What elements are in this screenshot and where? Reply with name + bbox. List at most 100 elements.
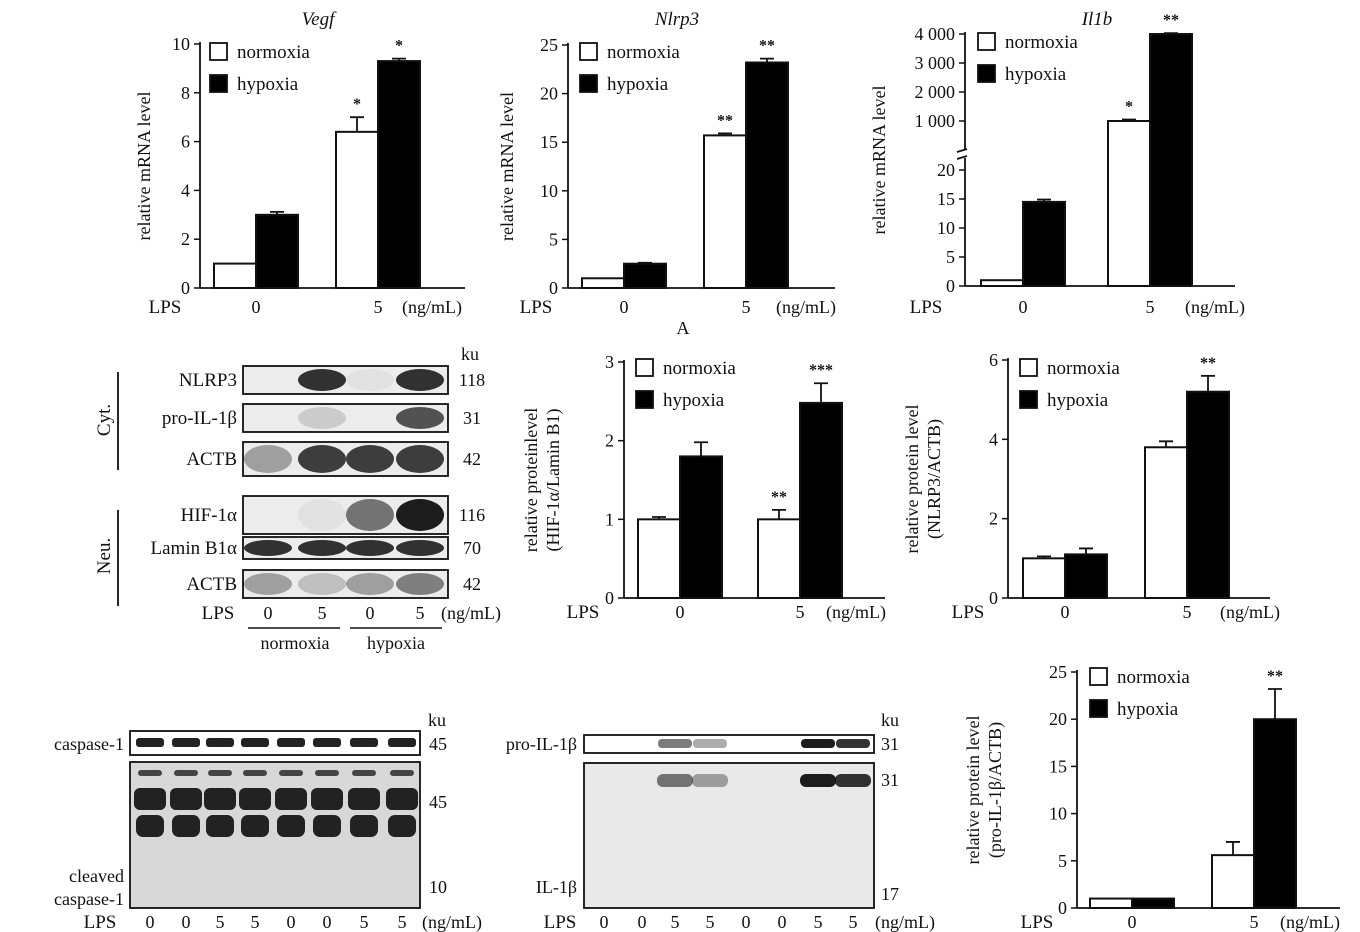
blot-mid-band	[298, 499, 346, 531]
il1bp-ytick-label: 5	[1058, 851, 1067, 871]
blot-bl-band-mid	[136, 815, 164, 837]
il1b-xtick-label: 5	[1146, 297, 1155, 317]
blot-bc-lps-value: 5	[706, 912, 715, 932]
blot-bl-top-ku: 45	[429, 734, 447, 754]
vegf-xtick-label: 5	[374, 297, 383, 317]
blot-mid-band	[346, 499, 394, 531]
blot-bl-band-faint	[352, 770, 376, 776]
il1bp-legend-swatch-normoxia	[1089, 667, 1108, 686]
vegf-errorbar	[350, 116, 364, 132]
nlrp3-ytick-label: 15	[540, 132, 558, 152]
blot-bc-top-label: pro-IL-1β	[506, 734, 577, 754]
blot-bc-lps-value: 5	[814, 912, 823, 932]
nlrp3p-legend-label-hypoxia: hypoxia	[1047, 390, 1109, 411]
il1bp-bar-hypoxia-5	[1253, 718, 1297, 910]
blot-mid-row-ku: 31	[463, 408, 481, 428]
vegf-bar-hypoxia-5	[377, 60, 421, 289]
blot-bl-top-band	[172, 738, 200, 747]
blot-bl-lps-value: 0	[323, 912, 332, 932]
il1bp-ylabel-1: (pro-IL-1β/ACTB)	[985, 722, 1006, 858]
il1b-legend-label-hypoxia: hypoxia	[1005, 64, 1067, 85]
vegf-legend-swatch-hypoxia	[209, 74, 228, 93]
vegf-lps-label: LPS	[149, 297, 182, 318]
blot-mid-band	[396, 369, 444, 391]
blot-bl-ku: ku	[428, 710, 446, 730]
blot-bc-lps-label: LPS	[544, 912, 577, 932]
hif-legend-label-normoxia: normoxia	[663, 358, 736, 379]
blot-bl-band-faint	[208, 770, 232, 776]
blot-bl-band-high	[348, 788, 380, 810]
il1bp-bar-normoxia-0	[1089, 897, 1133, 909]
blot-bl-band-high	[239, 788, 271, 810]
blot-mid-band	[298, 407, 346, 429]
nlrp3p-legend-label-normoxia: normoxia	[1047, 358, 1120, 379]
blot-bl-top-band	[350, 738, 378, 747]
blot-bl-lps-value: 5	[216, 912, 225, 932]
vegf-ytick-label: 4	[181, 180, 190, 200]
blot-bl-bottom-ku-10: 10	[429, 877, 447, 897]
il1b-ylabel-0: relative mRNA level	[869, 86, 889, 235]
il1b-lps-label: LPS	[910, 297, 943, 318]
hif-legend-swatch-hypoxia	[635, 390, 654, 409]
nlrp3p-legend-swatch-hypoxia	[1019, 390, 1038, 409]
blot-bc-lps-value: 0	[778, 912, 787, 932]
nlrp3p-significance: **	[1200, 355, 1216, 372]
blot-bc-bottom-label: IL-1β	[536, 877, 577, 897]
vegf-legend-swatch-normoxia	[209, 42, 228, 61]
il1bp-bar-hypoxia-0	[1131, 897, 1175, 909]
il1b-ytick-label: 2 000	[915, 82, 956, 102]
hif-unit-label: (ng/mL)	[826, 602, 886, 623]
blot-bc-band	[835, 774, 871, 787]
blot-mid-row-label: ACTB	[186, 574, 237, 595]
blot-mid-band	[396, 407, 444, 429]
blot-bc-ku: ku	[881, 710, 899, 730]
blot-mid-row-ku: 42	[463, 449, 481, 469]
blot-bl-bottom-ku-45: 45	[429, 792, 447, 812]
blot-bl-unit: (ng/mL)	[422, 912, 482, 932]
blot-bl-band-faint	[390, 770, 414, 776]
hif-ylabel-0: relative proteinlevel	[521, 408, 541, 552]
hif-errorbar	[694, 441, 708, 457]
chart-il1b-protein: 0 5 10 15 20 25 relative protein level (pro-IL-…	[963, 662, 1340, 932]
blot-mid-row-label: NLRP3	[179, 370, 237, 391]
blot-bl-band-faint	[243, 770, 267, 776]
hif-ytick-label: 0	[605, 588, 614, 608]
il1b-bar-normoxia-0	[980, 279, 1024, 288]
nlrp3-bar-hypoxia-0	[623, 262, 667, 290]
blot-mid-row-label: pro-IL-1β	[162, 408, 237, 429]
blot-bc-top-band	[836, 739, 870, 748]
blot-mid-band	[346, 445, 394, 473]
vegf-bar-hypoxia-0	[255, 213, 299, 289]
nlrp3-legend-swatch-normoxia	[579, 42, 598, 61]
blot-bl-top-band	[313, 738, 341, 747]
blot-bc-top-band	[658, 739, 692, 748]
il1b-xtick-label: 0	[1019, 297, 1028, 317]
blot-bl-band-high	[386, 788, 418, 810]
il1b-ytick-label: 10	[937, 218, 955, 238]
blot-bl-top-band	[241, 738, 269, 747]
il1b-significance: **	[1163, 12, 1179, 29]
vegf-errorbar	[270, 210, 284, 215]
il1bp-ylabel-0: relative protein level	[963, 716, 983, 865]
vegf-ylabel-0: relative mRNA level	[134, 92, 154, 241]
il1b-errorbar	[1037, 198, 1051, 202]
chart-vegf-mrna: 0 2 4 6 8 10 relative mRNA level 0 * * 5 LPS (ng/mL)…	[134, 34, 465, 318]
nlrp3p-ytick-label: 2	[989, 509, 998, 529]
nlrp3p-unit-label: (ng/mL)	[1220, 602, 1280, 623]
nlrp3p-bar-hypoxia-0	[1064, 553, 1108, 599]
nlrp3-errorbar	[638, 261, 652, 264]
blot-mid-row-ku: 118	[459, 370, 485, 390]
blot-bl-top-band	[277, 738, 305, 747]
blot-mid-ku: ku	[461, 344, 479, 364]
il1bp-significance: **	[1267, 668, 1283, 685]
il1bp-legend-label-hypoxia: hypoxia	[1117, 699, 1179, 720]
blot-bl-band-mid	[241, 815, 269, 837]
vegf-legend-label-hypoxia: hypoxia	[237, 74, 299, 95]
blot-bc-lps-value: 5	[671, 912, 680, 932]
hif-bar-hypoxia-0	[679, 455, 723, 599]
blot-mid-band	[396, 573, 444, 595]
hif-ytick-label: 1	[605, 509, 614, 529]
hif-ytick-label: 2	[605, 431, 614, 451]
nlrp3p-xtick-label: 5	[1183, 602, 1192, 622]
blot-bl-cleaved-1: cleaved	[69, 866, 124, 886]
